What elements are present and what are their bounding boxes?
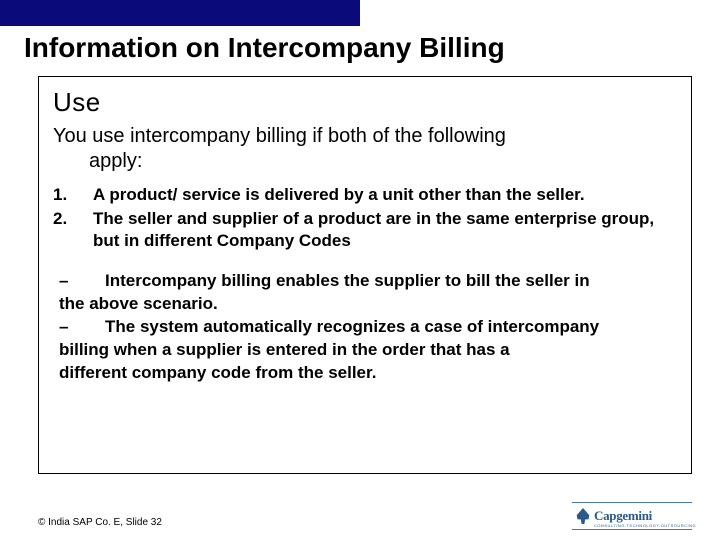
dash-text-2c: different company code from the seller. bbox=[59, 363, 376, 382]
list-item: 2. The seller and supplier of a product … bbox=[53, 208, 677, 252]
dash-text-2b: billing when a supplier is entered in th… bbox=[59, 340, 510, 359]
content-box: Use You use intercompany billing if both… bbox=[38, 76, 692, 474]
use-heading: Use bbox=[53, 87, 677, 118]
dash-text-1b: the above scenario. bbox=[59, 294, 218, 313]
dash-marker: – bbox=[59, 316, 105, 339]
company-logo: Capgemini CONSULTING.TECHNOLOGY.OUTSOURC… bbox=[572, 502, 692, 530]
logo-name: Capgemini bbox=[594, 508, 652, 524]
list-marker: 2. bbox=[53, 208, 93, 252]
intro-line1: You use intercompany billing if both of … bbox=[53, 125, 506, 147]
dash-text-1a: Intercompany billing enables the supplie… bbox=[105, 271, 590, 290]
list-item: –The system automatically recognizes a c… bbox=[53, 316, 677, 385]
intro-line2: apply: bbox=[53, 149, 677, 174]
dash-list: –Intercompany billing enables the suppli… bbox=[53, 270, 677, 385]
logo-tagline: CONSULTING.TECHNOLOGY.OUTSOURCING bbox=[594, 523, 696, 528]
list-marker: 1. bbox=[53, 184, 93, 206]
footer-text: © India SAP Co. E, Slide 32 bbox=[38, 517, 162, 528]
header-color-bar bbox=[0, 0, 360, 26]
list-text: A product/ service is delivered by a uni… bbox=[93, 184, 677, 206]
list-text: The seller and supplier of a product are… bbox=[93, 208, 677, 252]
slide-title: Information on Intercompany Billing bbox=[0, 26, 720, 74]
list-item: 1. A product/ service is delivered by a … bbox=[53, 184, 677, 206]
intro-text: You use intercompany billing if both of … bbox=[53, 124, 677, 174]
list-item: –Intercompany billing enables the suppli… bbox=[53, 270, 677, 316]
numbered-list: 1. A product/ service is delivered by a … bbox=[53, 184, 677, 252]
spade-icon bbox=[576, 508, 590, 524]
dash-text-2a: The system automatically recognizes a ca… bbox=[105, 317, 599, 336]
dash-marker: – bbox=[59, 270, 105, 293]
